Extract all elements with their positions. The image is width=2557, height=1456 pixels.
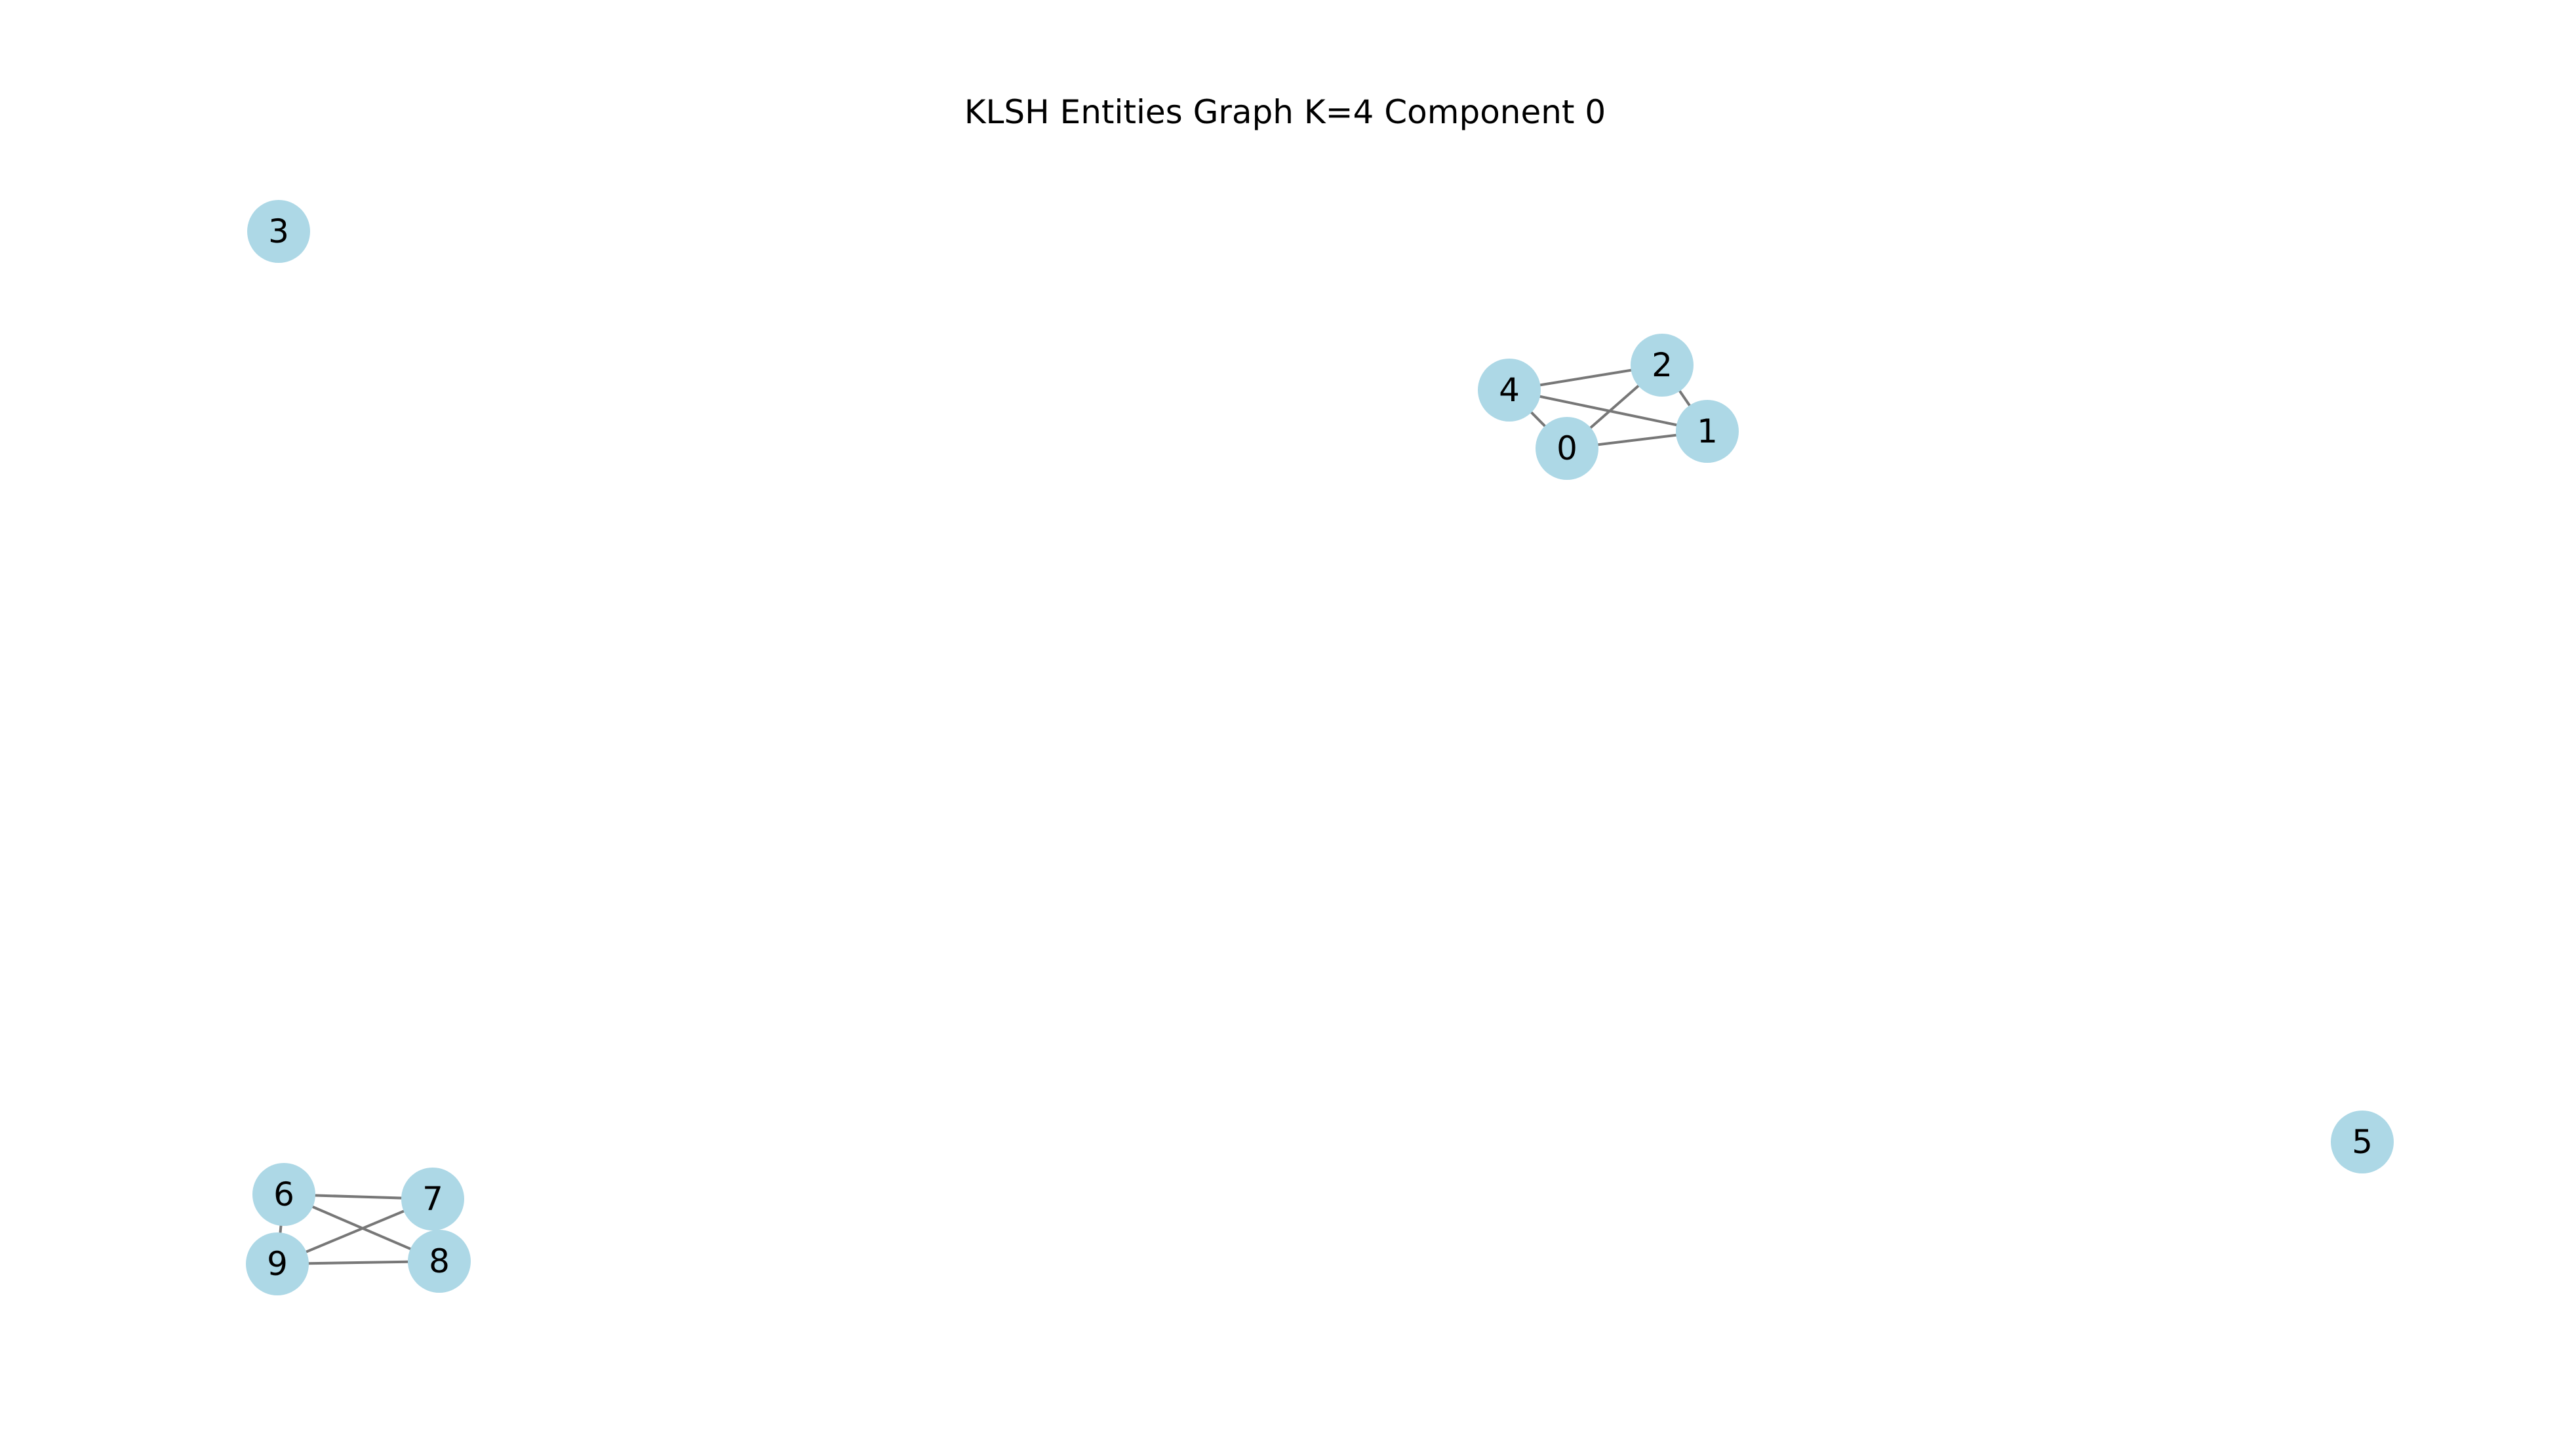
node-label: 8	[429, 1242, 450, 1280]
node-2: 2	[1631, 334, 1694, 397]
node-circle	[401, 1168, 464, 1230]
node-circle	[252, 1163, 315, 1226]
node-circle	[247, 200, 310, 263]
node-label: 4	[1499, 371, 1520, 409]
node-5: 5	[2331, 1111, 2394, 1173]
node-label: 7	[422, 1180, 443, 1218]
node-1: 1	[1676, 400, 1739, 463]
node-label: 2	[1652, 346, 1673, 384]
node-label: 3	[268, 212, 289, 250]
node-6: 6	[252, 1163, 315, 1226]
node-circle	[1536, 417, 1598, 480]
graph-title: KLSH Entities Graph K=4 Component 0	[964, 93, 1606, 131]
node-label: 6	[273, 1175, 294, 1213]
node-label: 0	[1556, 429, 1577, 467]
node-circle	[246, 1232, 309, 1295]
node-4: 4	[1478, 359, 1541, 422]
node-3: 3	[247, 200, 310, 263]
node-0: 0	[1536, 417, 1598, 480]
node-circle	[1676, 400, 1739, 463]
node-circle	[1631, 334, 1694, 397]
nodes-layer: 0 12 3 4 5 6 7 8 9	[246, 200, 2394, 1295]
node-label: 1	[1697, 412, 1718, 450]
node-8: 8	[408, 1230, 471, 1293]
node-circle	[2331, 1111, 2394, 1173]
node-7: 7	[401, 1168, 464, 1230]
node-circle	[1478, 359, 1541, 422]
node-9: 9	[246, 1232, 309, 1295]
node-circle	[408, 1230, 471, 1293]
node-label: 9	[267, 1245, 288, 1283]
node-label: 5	[2352, 1123, 2373, 1161]
